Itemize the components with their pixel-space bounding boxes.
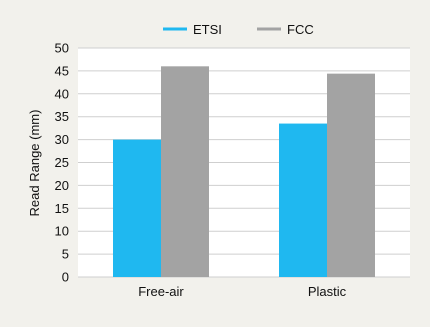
legend-label-etsi: ETSI <box>193 22 222 37</box>
y-tick-label: 25 <box>55 155 69 170</box>
y-tick-label: 35 <box>55 109 69 124</box>
y-tick-label: 15 <box>55 201 69 216</box>
x-tick-label: Free-air <box>138 284 184 299</box>
legend-label-fcc: FCC <box>287 22 314 37</box>
y-tick-label: 50 <box>55 41 69 56</box>
y-tick-label: 20 <box>55 178 69 193</box>
y-tick-label: 45 <box>55 63 69 78</box>
y-tick-label: 30 <box>55 132 69 147</box>
bar-etsi-free-air <box>113 139 161 277</box>
bars <box>113 66 375 277</box>
x-tick-label: Plastic <box>308 284 347 299</box>
x-axis-tick-labels: Free-air Plastic <box>138 284 346 299</box>
bar-etsi-plastic <box>279 123 327 277</box>
bar-fcc-plastic <box>327 73 375 277</box>
y-tick-label: 10 <box>55 224 69 239</box>
y-axis-tick-labels: 0 5 10 15 20 25 30 35 40 45 50 <box>55 41 69 285</box>
y-tick-label: 5 <box>62 247 69 262</box>
y-axis-title: Read Range (mm) <box>27 110 42 217</box>
legend: ETSI FCC <box>163 22 314 37</box>
y-tick-label: 40 <box>55 86 69 101</box>
y-tick-label: 0 <box>62 270 69 285</box>
bar-fcc-free-air <box>161 66 209 277</box>
